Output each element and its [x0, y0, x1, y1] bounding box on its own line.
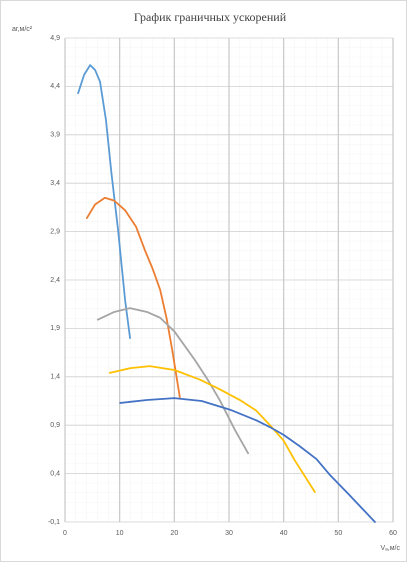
y-tick-label: 3,9: [50, 132, 60, 139]
y-tick-label: 4,4: [50, 83, 60, 90]
x-tick-label: 40: [280, 530, 288, 537]
y-tick-label: 0,9: [50, 422, 60, 429]
chart-title: График граничных ускорений: [134, 10, 287, 24]
x-tick-label: 0: [63, 530, 67, 537]
y-tick-label: -0,1: [48, 519, 60, 526]
x-axis-label: Vₐ,м/с: [381, 545, 401, 552]
x-tick-label: 50: [334, 530, 342, 537]
x-tick-label: 20: [170, 530, 178, 537]
y-tick-label: 1,4: [50, 374, 60, 381]
x-tick-label: 30: [225, 530, 233, 537]
line-series: [108, 365, 316, 493]
y-tick-label: 2,4: [50, 277, 60, 284]
x-tick-label: 60: [389, 530, 397, 537]
line-series: [77, 64, 131, 339]
y-tick-label: 1,9: [50, 325, 60, 332]
y-tick-label: 3,4: [50, 180, 60, 187]
y-tick-label: 2,9: [50, 228, 60, 235]
x-tick-label: 10: [116, 530, 124, 537]
y-tick-label: 0,4: [50, 470, 60, 477]
line-series: [96, 307, 250, 455]
y-tick-label: 4,9: [50, 35, 60, 42]
y-axis-label: aг,м/с²: [12, 26, 33, 33]
line-series: [119, 397, 376, 523]
